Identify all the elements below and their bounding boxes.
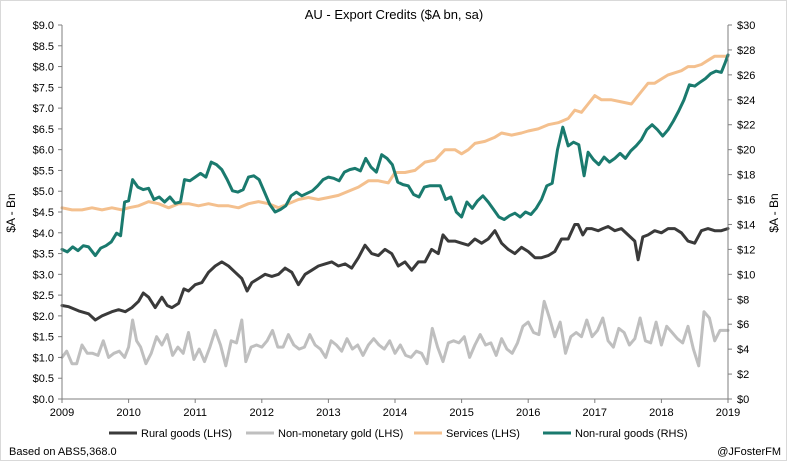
y-tick-label-left: $8.5 [33, 41, 54, 53]
y-tick-label-left: $6.5 [33, 124, 54, 136]
y-tick-label-right: $20 [737, 145, 755, 157]
y-tick-label-left: $4.0 [33, 228, 54, 240]
y-tick-label-right: $16 [737, 195, 755, 207]
y-tick-label-left: $5.5 [33, 165, 54, 177]
y-tick-label-right: $26 [737, 70, 755, 82]
x-tick-label: 2010 [116, 407, 140, 419]
y-tick-label-left: $1.0 [33, 352, 54, 364]
x-tick-label: 2015 [449, 407, 473, 419]
y-tick-label-right: $18 [737, 170, 755, 182]
y-axis-label-left: $A - Bn [4, 193, 18, 232]
series-line-non-rural-goods-rhs [60, 53, 730, 258]
axes: $0.0 $0.5 $1.0 $1.5 $2.0 $2.5 $3.0 $3.5 $4.0 $4.5… [33, 20, 756, 419]
footer-source: Based on ABS5,368.0 [9, 446, 117, 458]
y-tick-label-left: $0.0 [33, 394, 54, 406]
x-tick-label: 2014 [383, 407, 407, 419]
series-line-services-lhs [60, 54, 730, 212]
y-tick-label-left: $9.0 [33, 20, 54, 32]
y-tick-label-left: $3.5 [33, 249, 54, 261]
y-tick-label-right: $22 [737, 120, 755, 132]
legend-label-services-lhs: Services (LHS) [446, 428, 520, 440]
y-tick-label-left: $6.0 [33, 145, 54, 157]
x-tick-label: 2016 [516, 407, 540, 419]
legend-label-non-monetary-gold-lhs: Non-monetary gold (LHS) [278, 428, 403, 440]
y-tick-label-left: $0.5 [33, 373, 54, 385]
series-line-non-monetary-gold-lhs [60, 299, 730, 368]
legend-label-non-rural-goods-rhs: Non-rural goods (RHS) [575, 428, 687, 440]
footer-author: @JFosterFM [717, 446, 781, 458]
y-tick-label-right: $24 [737, 95, 755, 107]
y-tick-label-left: $7.0 [33, 103, 54, 115]
y-tick-label-right: $6 [737, 319, 749, 331]
y-tick-label-right: $12 [737, 244, 755, 256]
y-tick-label-right: $28 [737, 45, 755, 57]
legend: Rural goods (LHS) Non-monetary gold (LHS)… [109, 428, 687, 440]
y-tick-label-left: $3.0 [33, 269, 54, 281]
y-tick-label-right: $30 [737, 20, 755, 32]
chart-title: AU - Export Credits ($A bn, sa) [305, 7, 483, 22]
series-lines [60, 53, 730, 368]
x-tick-label: 2009 [50, 407, 74, 419]
x-tick-label: 2017 [583, 407, 607, 419]
x-tick-label: 2011 [183, 407, 207, 419]
y-tick-label-right: $4 [737, 344, 749, 356]
legend-label-rural-goods-lhs: Rural goods (LHS) [141, 428, 232, 440]
y-tick-label-right: $14 [737, 219, 755, 231]
x-tick-label: 2012 [250, 407, 274, 419]
y-tick-label-left: $7.5 [33, 82, 54, 94]
y-tick-label-left: $4.5 [33, 207, 54, 219]
y-tick-label-left: $8.0 [33, 62, 54, 74]
x-tick-label: 2018 [649, 407, 673, 419]
x-tick-label: 2013 [316, 407, 340, 419]
y-tick-label-left: $5.0 [33, 186, 54, 198]
y-tick-label-left: $2.0 [33, 311, 54, 323]
y-tick-label-right: $10 [737, 269, 755, 281]
series-line-rural-goods-lhs [60, 223, 730, 322]
x-tick-label: 2019 [716, 407, 740, 419]
y-tick-label-left: $1.5 [33, 332, 54, 344]
y-axis-label-right: $A - Bn [767, 193, 781, 232]
y-tick-label-right: $8 [737, 294, 749, 306]
y-tick-label-right: $0 [737, 394, 749, 406]
y-tick-label-left: $2.5 [33, 290, 54, 302]
y-tick-label-right: $2 [737, 369, 749, 381]
